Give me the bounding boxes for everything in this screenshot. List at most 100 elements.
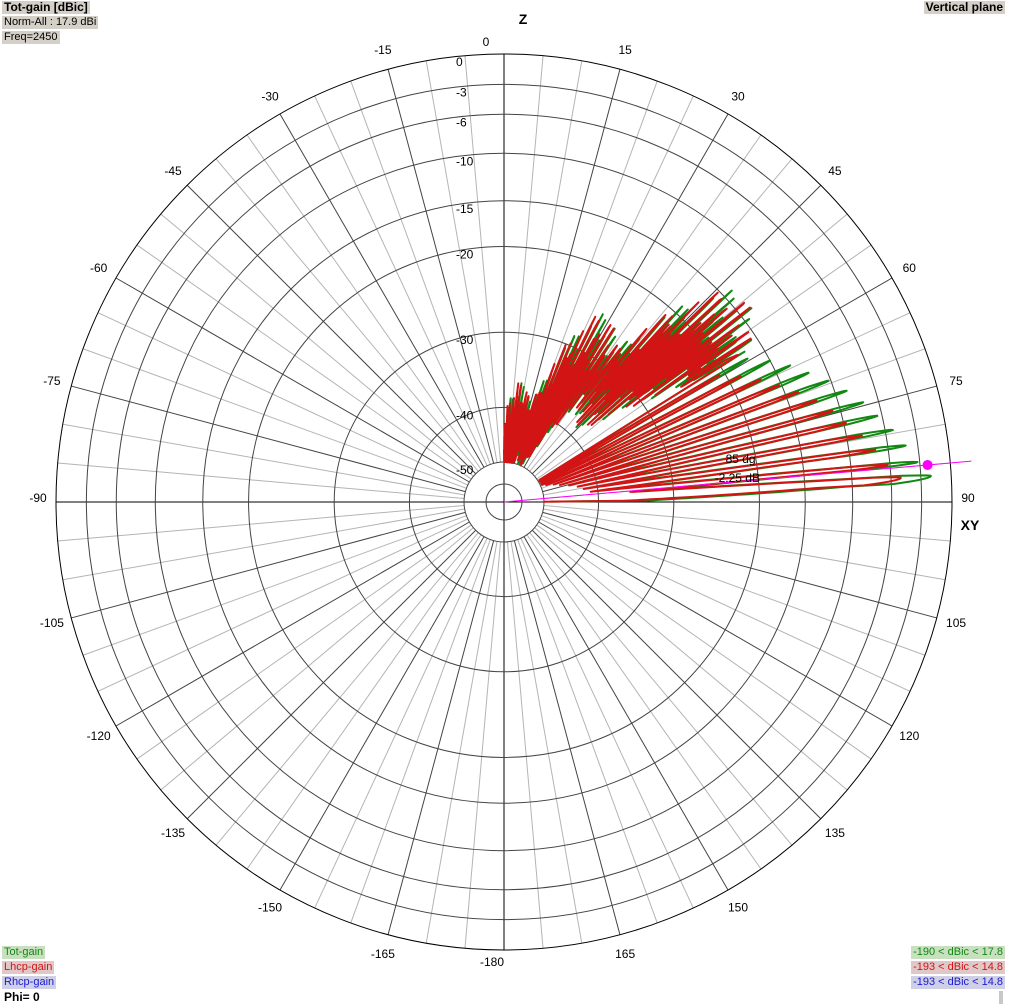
- major-radial-line: [542, 511, 937, 619]
- major-radial-line: [186, 529, 477, 820]
- angle-tick-label: -135: [161, 826, 185, 840]
- ring-label: 0: [456, 55, 463, 69]
- plane-label: Vertical plane: [923, 0, 1005, 14]
- minor-radial-line: [536, 524, 872, 760]
- major-radial-line: [513, 69, 621, 464]
- phi-label: Phi= 0: [4, 990, 40, 1004]
- minor-radial-line: [529, 158, 793, 472]
- ring-label: -3: [456, 85, 467, 99]
- axis-label-xy: XY: [961, 517, 980, 533]
- minor-radial-line: [510, 541, 583, 944]
- major-radial-line: [186, 184, 477, 475]
- minor-radial-line: [464, 541, 502, 949]
- legend-rhcp-gain: Rhcp-gain: [2, 976, 57, 989]
- major-radial-line: [538, 521, 893, 727]
- minor-radial-line: [526, 134, 762, 470]
- axis-label-z: Z: [519, 11, 528, 27]
- angle-tick-label: 30: [731, 90, 745, 104]
- legend-lhcp-gain: Lhcp-gain: [2, 961, 55, 974]
- ring-label: -50: [456, 463, 474, 477]
- major-radial-line: [71, 385, 466, 493]
- angle-tick-label: -165: [371, 947, 395, 961]
- angle-tick-label: -75: [43, 374, 61, 388]
- minor-radial-line: [543, 508, 946, 581]
- minor-radial-line: [97, 312, 468, 486]
- minor-radial-line: [520, 538, 694, 909]
- minor-radial-line: [246, 134, 482, 470]
- frequency-label: Freq=2450: [2, 31, 60, 44]
- minor-radial-line: [350, 80, 491, 465]
- minor-radial-line: [506, 541, 544, 949]
- angle-tick-label: -15: [374, 43, 392, 57]
- minor-radial-line: [136, 244, 472, 480]
- minor-radial-line: [215, 532, 479, 846]
- minor-radial-line: [540, 518, 911, 692]
- minor-radial-line: [62, 423, 465, 496]
- minor-radial-line: [62, 508, 465, 581]
- marker-line-ext: [927, 460, 972, 466]
- minor-radial-line: [350, 539, 491, 924]
- ring-label: -6: [456, 115, 467, 129]
- angle-tick-label: 150: [728, 900, 748, 914]
- angle-tick-label: -30: [261, 90, 279, 104]
- minor-radial-line: [97, 518, 468, 692]
- angle-tick-label: -150: [258, 900, 282, 914]
- ring-label: -40: [456, 408, 474, 422]
- minor-radial-line: [464, 55, 502, 463]
- angle-tick-label: 0: [483, 35, 490, 49]
- normalization-label: Norm-All : 17.9 dBi: [2, 16, 99, 29]
- scroll-handle[interactable]: [999, 991, 1003, 1004]
- angle-tick-label: 45: [828, 164, 842, 178]
- angle-tick-label: -105: [40, 616, 64, 630]
- angle-tick-label: 90: [961, 491, 975, 505]
- minor-radial-line: [529, 532, 793, 846]
- minor-radial-line: [425, 541, 498, 944]
- minor-radial-line: [57, 504, 465, 542]
- minor-radial-line: [314, 95, 488, 466]
- ring-m3: [85, 83, 923, 921]
- minor-radial-line: [215, 158, 479, 472]
- plot-title: Tot-gain [dBic]: [2, 0, 90, 14]
- marker-layer: 85 dg -2.25 dB: [503, 452, 972, 503]
- major-radial-line: [513, 540, 621, 935]
- minor-radial-line: [160, 527, 474, 791]
- angle-tick-label: -45: [164, 164, 182, 178]
- ring-m10: [154, 152, 854, 852]
- minor-radial-line: [136, 524, 472, 760]
- angle-tick-label: -180: [480, 955, 504, 969]
- minor-radial-line: [534, 527, 848, 791]
- marker-value-label: -2.25 dB: [715, 471, 760, 485]
- major-radial-line: [387, 69, 495, 464]
- angle-tick-label: 135: [825, 826, 845, 840]
- angle-tick-label: 105: [946, 616, 966, 630]
- angle-tick-label: -60: [90, 261, 108, 275]
- minor-radial-line: [541, 515, 926, 656]
- major-radial-line: [387, 540, 495, 935]
- major-radial-line: [279, 113, 485, 468]
- ring-label: -30: [456, 333, 474, 347]
- angle-tick-label: 15: [618, 43, 632, 57]
- ring-label: -10: [456, 154, 474, 168]
- angle-tick-label: -120: [87, 729, 111, 743]
- major-radial-line: [531, 529, 822, 820]
- angle-tick-label: -90: [29, 491, 47, 505]
- minor-radial-line: [82, 515, 467, 656]
- angle-tick-label: 60: [903, 261, 917, 275]
- major-radial-line: [71, 511, 466, 619]
- range-lhcp-gain: -193 < dBic < 14.8: [911, 961, 1005, 974]
- range-tot-gain: -190 < dBic < 17.8: [911, 946, 1005, 959]
- minor-radial-line: [506, 55, 544, 463]
- ring-m30: [333, 331, 675, 673]
- angle-tick-label: 165: [615, 947, 635, 961]
- angle-tick-label: 120: [899, 729, 919, 743]
- minor-radial-line: [246, 534, 482, 870]
- ring-0: [55, 53, 953, 951]
- minor-radial-line: [160, 213, 474, 477]
- minor-radial-line: [314, 538, 488, 909]
- ring-label: -15: [456, 202, 474, 216]
- major-radial-line: [115, 277, 470, 483]
- inner-ring: [485, 483, 523, 521]
- legend-tot-gain: Tot-gain: [2, 946, 46, 959]
- major-radial-line: [115, 521, 470, 727]
